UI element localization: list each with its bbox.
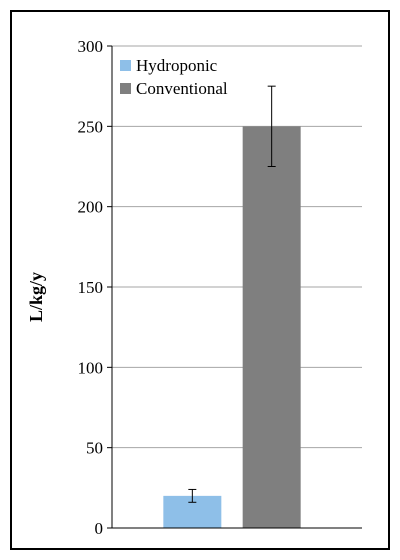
legend-swatch-hydroponic — [120, 60, 131, 71]
legend-swatch-conventional — [120, 83, 131, 94]
y-tick-label-150: 150 — [78, 278, 104, 297]
y-tick-label-100: 100 — [78, 358, 104, 377]
y-tick-label-50: 50 — [86, 439, 103, 458]
y-tick-label-0: 0 — [95, 519, 104, 538]
chart-frame: 0 50 100 150 200 250 300 Hydroponic Conventiona… — [10, 10, 390, 550]
legend: Hydroponic Conventional — [120, 56, 228, 98]
gridlines — [112, 45, 362, 449]
axes — [107, 45, 362, 529]
bar-conventional — [242, 126, 301, 528]
y-axis-title: L/kg/y — [26, 272, 46, 322]
legend-label-hydroponic: Hydroponic — [136, 56, 218, 75]
bars — [163, 85, 301, 528]
bar-chart: 0 50 100 150 200 250 300 Hydroponic Conventiona… — [26, 37, 362, 538]
legend-label-conventional: Conventional — [136, 79, 228, 98]
y-tick-label-250: 250 — [78, 117, 104, 136]
y-tick-label-300: 300 — [78, 37, 104, 56]
y-tick-label-200: 200 — [78, 198, 104, 217]
y-tick-labels: 0 50 100 150 200 250 300 — [78, 37, 104, 538]
